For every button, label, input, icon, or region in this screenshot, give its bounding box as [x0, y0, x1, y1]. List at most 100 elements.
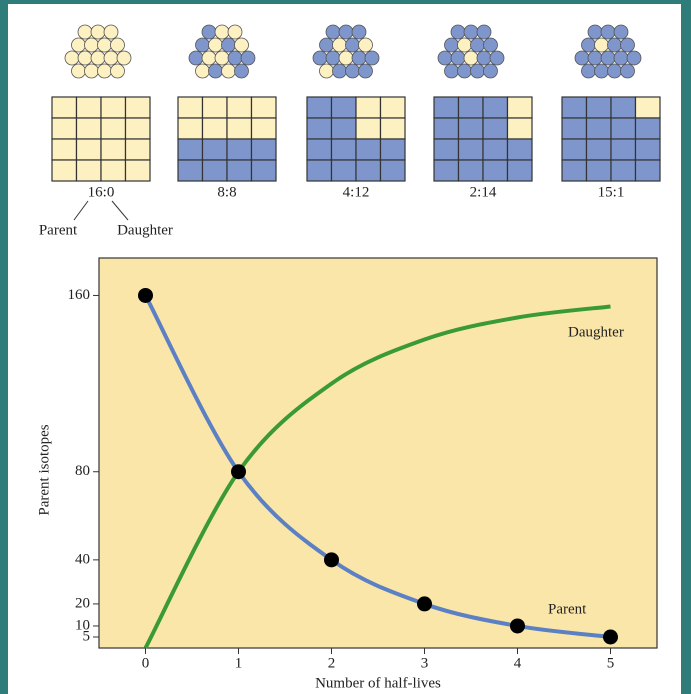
- atom: [621, 38, 635, 52]
- atom: [588, 25, 602, 39]
- grid-cell: [562, 97, 587, 118]
- grid-cell: [252, 160, 277, 181]
- atom: [352, 51, 366, 65]
- x-tick-label: 5: [607, 655, 615, 671]
- grid-cell: [77, 97, 102, 118]
- x-tick-label: 4: [514, 655, 522, 671]
- grid-cell: [252, 139, 277, 160]
- atom: [359, 64, 373, 78]
- grid-cell: [356, 139, 381, 160]
- atom: [595, 38, 609, 52]
- grid-cell: [178, 139, 203, 160]
- atom: [111, 64, 125, 78]
- atom: [215, 25, 229, 39]
- grid-cell: [332, 139, 357, 160]
- atom: [72, 38, 86, 52]
- atom: [85, 64, 99, 78]
- atom: [78, 25, 92, 39]
- plot-area: [99, 258, 657, 648]
- grid-cell: [459, 118, 484, 139]
- atom: [117, 51, 131, 65]
- atom: [196, 64, 210, 78]
- y-tick-label: 40: [75, 551, 90, 567]
- y-tick-label: 80: [75, 463, 90, 479]
- atom: [228, 25, 242, 39]
- atom: [582, 64, 596, 78]
- y-axis-title: Parent isotopes: [36, 424, 52, 515]
- grid-cell: [381, 139, 406, 160]
- atom: [438, 51, 452, 65]
- grid-cell: [332, 97, 357, 118]
- grid-cell: [483, 118, 508, 139]
- atom: [65, 51, 79, 65]
- y-tick-label: 10: [75, 617, 90, 633]
- atom: [451, 51, 465, 65]
- atom: [445, 38, 459, 52]
- atom: [339, 25, 353, 39]
- grid-cell: [459, 160, 484, 181]
- atom: [209, 64, 223, 78]
- atom: [484, 38, 498, 52]
- grid-cell: [126, 97, 151, 118]
- grid-cell: [459, 139, 484, 160]
- atom: [85, 38, 99, 52]
- atom: [91, 25, 105, 39]
- atom: [320, 64, 334, 78]
- grid-cell: [562, 160, 587, 181]
- grid-cell: [178, 160, 203, 181]
- grid-cell: [203, 160, 228, 181]
- grid-cell: [52, 97, 77, 118]
- atom: [464, 25, 478, 39]
- grid-cell: [434, 118, 459, 139]
- grid-cell: [636, 139, 661, 160]
- x-tick-label: 2: [328, 655, 336, 671]
- grid-cell: [101, 139, 126, 160]
- grid-cell: [611, 118, 636, 139]
- stage-ratio: 4:12: [343, 184, 370, 200]
- grid-cell: [587, 160, 612, 181]
- atom: [445, 64, 459, 78]
- grid-cell: [434, 160, 459, 181]
- y-tick-label: 160: [68, 287, 91, 303]
- grid-cell: [101, 160, 126, 181]
- grid-cell: [508, 160, 533, 181]
- stage-ratio: 15:1: [598, 184, 625, 200]
- grid-cell: [636, 160, 661, 181]
- atom: [621, 64, 635, 78]
- atom: [241, 51, 255, 65]
- data-point: [138, 288, 153, 303]
- grid-cell: [77, 118, 102, 139]
- atom: [202, 51, 216, 65]
- atom: [595, 64, 609, 78]
- atom: [601, 25, 615, 39]
- grid-cell: [562, 139, 587, 160]
- atom: [222, 64, 236, 78]
- grid-cell: [381, 118, 406, 139]
- atom: [490, 51, 504, 65]
- atom: [627, 51, 641, 65]
- atom: [313, 51, 327, 65]
- grid-cell: [611, 160, 636, 181]
- grid-cell: [307, 118, 332, 139]
- grid-cell: [52, 160, 77, 181]
- atom: [189, 51, 203, 65]
- atom: [458, 38, 472, 52]
- atom: [209, 38, 223, 52]
- grid-cell: [307, 139, 332, 160]
- atom: [608, 64, 622, 78]
- grid-cell: [356, 97, 381, 118]
- data-point: [231, 464, 246, 479]
- grid-cell: [203, 97, 228, 118]
- atom: [614, 51, 628, 65]
- grid-cell: [307, 160, 332, 181]
- atom: [98, 38, 112, 52]
- atom: [346, 38, 360, 52]
- atom: [346, 64, 360, 78]
- atom: [582, 38, 596, 52]
- atom: [333, 64, 347, 78]
- grid-cell: [483, 139, 508, 160]
- grid-cell: [332, 160, 357, 181]
- atom: [588, 51, 602, 65]
- grid-cell: [587, 118, 612, 139]
